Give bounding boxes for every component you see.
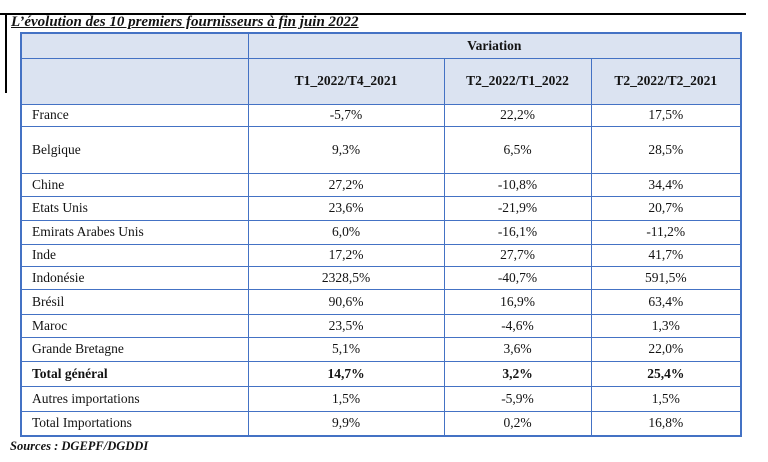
cell-value: 22,2%	[443, 103, 592, 127]
cell-value: 34,4%	[590, 172, 742, 197]
cell-value: 41,7%	[590, 243, 742, 267]
column-header-t2-2022-t1-2022: T2_2022/T1_2022	[443, 57, 592, 105]
table-row-maroc: Maroc 23,5% -4,6% 1,3%	[20, 313, 742, 338]
table-row-chine: Chine 27,2% -10,8% 34,4%	[20, 172, 742, 197]
variation-table: Variation T1_2022/T4_2021 T2_2022/T1_202…	[20, 32, 742, 437]
column-header-t2-2022-t2-2021: T2_2022/T2_2021	[590, 57, 742, 105]
table-row-total-importations: Total Importations 9,9% 0,2% 16,8%	[20, 410, 742, 437]
cell-value: 22,0%	[590, 336, 742, 362]
row-label: Etats Unis	[20, 195, 249, 221]
cell-value: 6,5%	[443, 125, 592, 174]
cell-value: -11,2%	[590, 219, 742, 245]
cell-value: 63,4%	[590, 288, 742, 315]
cell-value: 16,8%	[590, 410, 742, 437]
cell-value: 20,7%	[590, 195, 742, 221]
empty-header-cell	[20, 57, 249, 105]
cell-value: 90,6%	[247, 288, 445, 315]
cell-value: -5,7%	[247, 103, 445, 127]
cell-value: 1,5%	[590, 385, 742, 412]
table-row-inde: Inde 17,2% 27,7% 41,7%	[20, 243, 742, 267]
cell-value: 2328,5%	[247, 265, 445, 290]
cell-value: 0,2%	[443, 410, 592, 437]
cell-value: 9,9%	[247, 410, 445, 437]
row-label: Emirats Arabes Unis	[20, 219, 249, 245]
cell-value: -5,9%	[443, 385, 592, 412]
row-label: Total Importations	[20, 410, 249, 437]
cell-value: 17,2%	[247, 243, 445, 267]
cell-value: 6,0%	[247, 219, 445, 245]
table-row-grande-bretagne: Grande Bretagne 5,1% 3,6% 22,0%	[20, 336, 742, 362]
row-label: Chine	[20, 172, 249, 197]
cell-value: 23,5%	[247, 313, 445, 338]
table-header-row-columns: T1_2022/T4_2021 T2_2022/T1_2022 T2_2022/…	[20, 57, 742, 105]
sources-note: Sources : DGEPF/DGDDI	[10, 439, 149, 453]
row-label: France	[20, 103, 249, 127]
empty-header-cell	[20, 32, 249, 59]
cell-value: 17,5%	[590, 103, 742, 127]
cell-value: 23,6%	[247, 195, 445, 221]
row-label: Belgique	[20, 125, 249, 174]
cell-value: 1,5%	[247, 385, 445, 412]
table-row-france: France -5,7% 22,2% 17,5%	[20, 103, 742, 127]
variation-header: Variation	[247, 32, 742, 59]
cell-value: 25,4%	[590, 360, 742, 387]
cell-value: 28,5%	[590, 125, 742, 174]
cell-value: 16,9%	[443, 288, 592, 315]
table-row-emirats-arabes-unis: Emirats Arabes Unis 6,0% -16,1% -11,2%	[20, 219, 742, 245]
cell-value: 3,2%	[443, 360, 592, 387]
cell-value: -40,7%	[443, 265, 592, 290]
cell-value: 14,7%	[247, 360, 445, 387]
cell-value: 591,5%	[590, 265, 742, 290]
cell-value: 9,3%	[247, 125, 445, 174]
cell-value: -4,6%	[443, 313, 592, 338]
row-label: Maroc	[20, 313, 249, 338]
cell-value: 3,6%	[443, 336, 592, 362]
cell-value: -21,9%	[443, 195, 592, 221]
table-row-indonesie: Indonésie 2328,5% -40,7% 591,5%	[20, 265, 742, 290]
table-row-etats-unis: Etats Unis 23,6% -21,9% 20,7%	[20, 195, 742, 221]
table-row-total-general: Total général 14,7% 3,2% 25,4%	[20, 360, 742, 387]
row-label: Brésil	[20, 288, 249, 315]
column-header-t1-2022-t4-2021: T1_2022/T4_2021	[247, 57, 445, 105]
row-label: Grande Bretagne	[20, 336, 249, 362]
table-row-belgique: Belgique 9,3% 6,5% 28,5%	[20, 125, 742, 174]
row-label: Inde	[20, 243, 249, 267]
cell-value: 27,7%	[443, 243, 592, 267]
cell-value: -10,8%	[443, 172, 592, 197]
table-row-autres-importations: Autres importations 1,5% -5,9% 1,5%	[20, 385, 742, 412]
cell-value: 5,1%	[247, 336, 445, 362]
row-label: Autres importations	[20, 385, 249, 412]
row-label: Indonésie	[20, 265, 249, 290]
table-header-row-variation: Variation	[20, 32, 742, 59]
page-left-rule	[5, 13, 7, 93]
cell-value: 1,3%	[590, 313, 742, 338]
page-title: L’évolution des 10 premiers fournisseurs…	[11, 14, 359, 30]
cell-value: -16,1%	[443, 219, 592, 245]
page-top-rule	[0, 13, 746, 15]
cell-value: 27,2%	[247, 172, 445, 197]
row-label: Total général	[20, 360, 249, 387]
table-row-bresil: Brésil 90,6% 16,9% 63,4%	[20, 288, 742, 315]
